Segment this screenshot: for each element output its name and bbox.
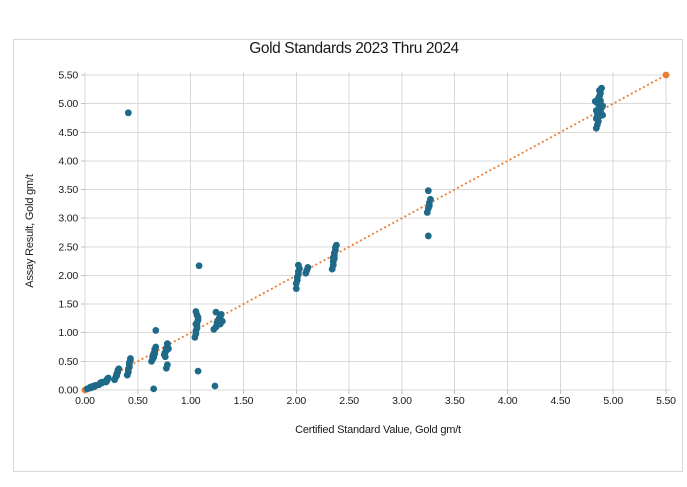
data-point <box>329 254 337 262</box>
x-tick-label: 4.50 <box>551 395 571 407</box>
data-point <box>333 241 340 249</box>
data-point <box>211 382 219 390</box>
chart-title: Gold Standards 2023 Thru 2024 <box>249 40 459 57</box>
data-point <box>424 232 432 240</box>
y-tick-label: 3.00 <box>58 213 78 225</box>
x-axis-title: Certified Standard Value, Gold gm/t <box>295 424 461 436</box>
y-tick-label: 4.00 <box>58 155 78 167</box>
chart-border <box>13 39 683 472</box>
y-tick-label: 5.50 <box>58 70 78 82</box>
y-tick-labels: 0.00 0.50 1.00 1.50 2.00 2.50 3.00 3.50 4.00 4.50… <box>58 70 78 397</box>
data-point <box>152 327 160 334</box>
data-point <box>427 195 434 203</box>
y-tick-label: 1.00 <box>58 327 78 339</box>
x-tick-label: 0.50 <box>128 395 148 407</box>
y-axis-title: Assay Result, Gold gm/t <box>24 174 36 288</box>
scatter-points <box>83 84 607 393</box>
data-point <box>424 187 432 195</box>
y-tick-label: 5.00 <box>58 98 78 110</box>
gridlines <box>84 72 671 391</box>
data-point <box>598 84 605 92</box>
data-point <box>194 367 202 375</box>
data-point <box>212 308 220 316</box>
data-point <box>599 111 607 119</box>
data-point <box>292 285 300 293</box>
data-point <box>161 353 169 361</box>
x-tick-label: 3.00 <box>392 395 412 407</box>
data-point <box>195 262 203 270</box>
data-point <box>104 374 112 382</box>
data-point <box>592 107 600 114</box>
data-point <box>192 320 200 328</box>
data-point <box>217 311 225 318</box>
data-point <box>151 350 159 358</box>
data-point <box>115 365 123 373</box>
y-tick-label: 3.50 <box>58 184 78 196</box>
y-tick-label: 2.00 <box>58 270 78 282</box>
data-point <box>150 385 158 393</box>
x-tick-labels: 0.00 0.50 1.00 1.50 2.00 2.50 3.00 3.50 4.00 4.50… <box>75 395 676 407</box>
data-point <box>163 340 171 348</box>
x-tick-label: 2.00 <box>286 395 306 407</box>
x-tick-label: 0.00 <box>75 395 95 407</box>
data-point <box>124 109 132 117</box>
x-tick-label: 5.50 <box>656 395 676 407</box>
x-tick-label: 1.50 <box>234 395 254 407</box>
x-tick-label: 2.50 <box>339 395 359 407</box>
y-tick-label: 2.50 <box>58 241 78 253</box>
data-point <box>127 355 134 362</box>
data-point <box>216 320 224 328</box>
data-point <box>594 100 602 108</box>
x-tick-label: 1.00 <box>181 395 201 407</box>
data-point <box>304 264 312 271</box>
x-tick-label: 3.50 <box>445 395 465 407</box>
x-tick-label: 5.00 <box>603 395 623 407</box>
y-tick-label: 1.50 <box>58 299 78 311</box>
y-tick-label: 0.50 <box>58 356 78 368</box>
data-point <box>165 345 172 353</box>
data-point <box>192 308 200 315</box>
y-tick-label: 4.50 <box>58 127 78 139</box>
data-point <box>152 343 160 351</box>
data-point <box>163 361 171 369</box>
trendline-endpoint-marker <box>662 71 670 79</box>
data-point <box>294 261 302 269</box>
y-tick-label: 0.00 <box>58 385 78 397</box>
x-tick-label: 4.00 <box>498 395 518 407</box>
